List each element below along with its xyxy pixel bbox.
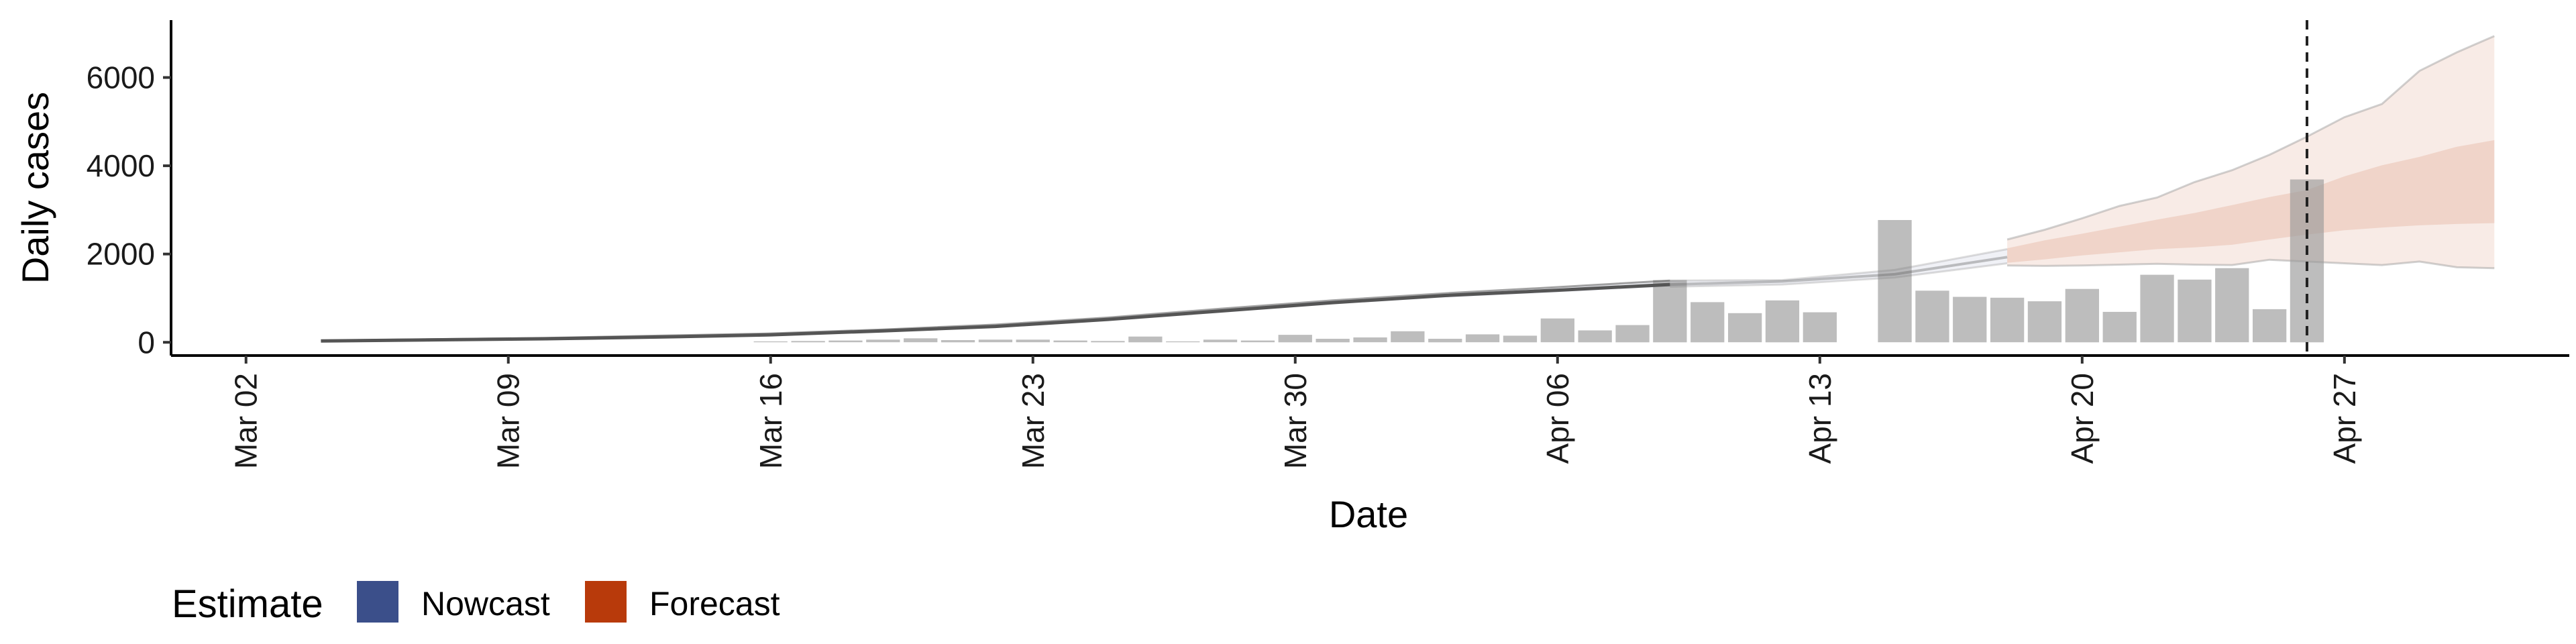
legend-swatch-forecast xyxy=(585,581,627,623)
legend: Estimate Nowcast Forecast xyxy=(172,581,780,626)
case-bar xyxy=(1166,341,1200,343)
case-bar xyxy=(1953,297,1987,343)
case-bar xyxy=(2215,268,2249,343)
nowcast-lower-line-late xyxy=(1670,262,2008,288)
y-tick-label: 0 xyxy=(138,325,155,360)
x-tick-label: Mar 23 xyxy=(1016,373,1051,469)
case-bar xyxy=(1053,340,1087,343)
case-bar xyxy=(1878,220,1912,343)
case-bar xyxy=(1278,335,1312,343)
x-tick-label: Apr 06 xyxy=(1540,373,1575,464)
legend-swatch-nowcast xyxy=(357,581,398,623)
case-bar xyxy=(1391,331,1425,343)
nowcast-median-line xyxy=(321,282,1670,343)
y-tick-label: 4000 xyxy=(87,148,155,183)
case-bar xyxy=(1803,312,1837,343)
case-bar xyxy=(1428,339,1462,343)
x-tick-label: Apr 13 xyxy=(1803,373,1837,464)
case-bar xyxy=(1728,313,1762,343)
case-bar xyxy=(2253,309,2287,343)
case-bar xyxy=(1765,300,1800,343)
case-bar xyxy=(1128,336,1163,343)
case-bar xyxy=(2027,301,2062,343)
case-bar xyxy=(791,341,825,343)
case-bar xyxy=(1091,341,1125,343)
case-bar xyxy=(828,340,863,343)
case-bar xyxy=(1016,339,1050,343)
case-bar xyxy=(1203,339,1238,343)
case-bar xyxy=(1503,335,1538,343)
case-bar xyxy=(2178,279,2212,343)
forecast-50-band xyxy=(2007,140,2495,263)
case-bar xyxy=(1990,297,2025,343)
case-bar xyxy=(2140,274,2174,343)
case-bar xyxy=(978,339,1013,343)
case-bar xyxy=(1615,325,1650,343)
x-tick-label: Mar 02 xyxy=(229,373,264,469)
x-tick-label: Apr 27 xyxy=(2327,373,2362,464)
case-bar xyxy=(1240,340,1275,343)
case-bar xyxy=(1653,280,1687,343)
case-bar xyxy=(1465,334,1500,343)
case-bar xyxy=(941,340,975,343)
nowcast-upper-line-late xyxy=(1670,248,2008,282)
case-bar xyxy=(1540,318,1574,343)
y-tick-label: 2000 xyxy=(87,237,155,272)
case-bar xyxy=(2065,288,2099,343)
forecast-lower-line xyxy=(2007,258,2495,270)
reported-case-bars xyxy=(753,179,2324,343)
x-axis-title: Date xyxy=(1329,493,1408,535)
legend-label-nowcast: Nowcast xyxy=(421,585,550,623)
y-axis-title: Daily cases xyxy=(14,92,56,284)
forecast-upper-line xyxy=(2006,35,2495,241)
case-bar xyxy=(753,341,788,343)
legend-title: Estimate xyxy=(172,582,323,626)
nowcast-upper-line xyxy=(321,279,1670,342)
case-bar xyxy=(1316,339,1350,343)
axes: 0 2000 4000 6000 Mar 02 Mar 09 Mar 16 Mar 23 Mar… xyxy=(87,20,2569,469)
case-bar xyxy=(1578,330,1612,343)
forecast-bands xyxy=(2007,36,2495,268)
x-tick-label: Apr 20 xyxy=(2065,373,2100,464)
case-bar xyxy=(1915,290,1949,343)
x-tick-label: Mar 09 xyxy=(491,373,526,469)
case-bar xyxy=(1690,302,1725,343)
x-tick-label: Mar 16 xyxy=(753,373,788,469)
x-tick-label: Mar 30 xyxy=(1278,373,1313,469)
case-bar xyxy=(866,339,900,343)
estimate-lines xyxy=(321,35,2495,343)
nowcast-median-line-late xyxy=(1670,256,2008,286)
forecast-90-band xyxy=(2007,36,2495,268)
legend-label-forecast: Forecast xyxy=(649,585,780,623)
case-bar xyxy=(904,338,938,343)
y-tick-label: 6000 xyxy=(87,60,155,95)
case-bar xyxy=(1353,337,1387,343)
case-bar xyxy=(2102,311,2137,343)
